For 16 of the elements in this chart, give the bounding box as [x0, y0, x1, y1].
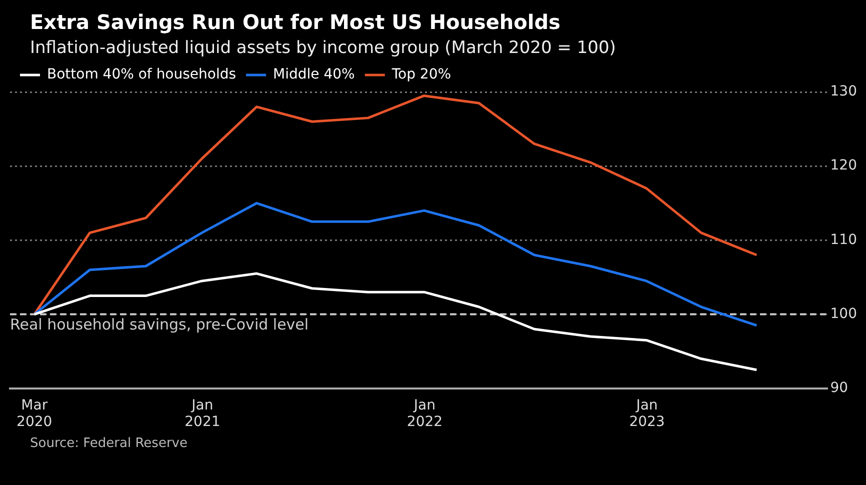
x-tick-label: Jan 2022: [406, 397, 443, 430]
x-tick-label: Mar 2020: [16, 397, 52, 430]
legend-label: Bottom 40% of households: [47, 66, 236, 83]
y-tick-label: 110: [830, 232, 858, 248]
ref-line-label: Real household savings, pre-Covid level: [10, 316, 309, 334]
y-tick-label: 130: [830, 84, 858, 100]
y-tick-label: 120: [830, 158, 858, 174]
x-tick-label: Jan 2023: [629, 397, 665, 430]
legend-label: Middle 40%: [273, 66, 355, 83]
y-tick-label: 90: [830, 380, 848, 396]
source-note: Source: Federal Reserve: [30, 436, 188, 451]
x-tick-label: Jan 2021: [184, 397, 220, 430]
y-tick-label: 100: [830, 306, 858, 322]
legend-label: Top 20%: [390, 66, 452, 83]
chart-subtitle: Inflation-adjusted liquid assets by income group (March 2020 = 100): [30, 38, 617, 58]
chart-title: Extra Savings Run Out for Most US Households: [30, 10, 562, 34]
